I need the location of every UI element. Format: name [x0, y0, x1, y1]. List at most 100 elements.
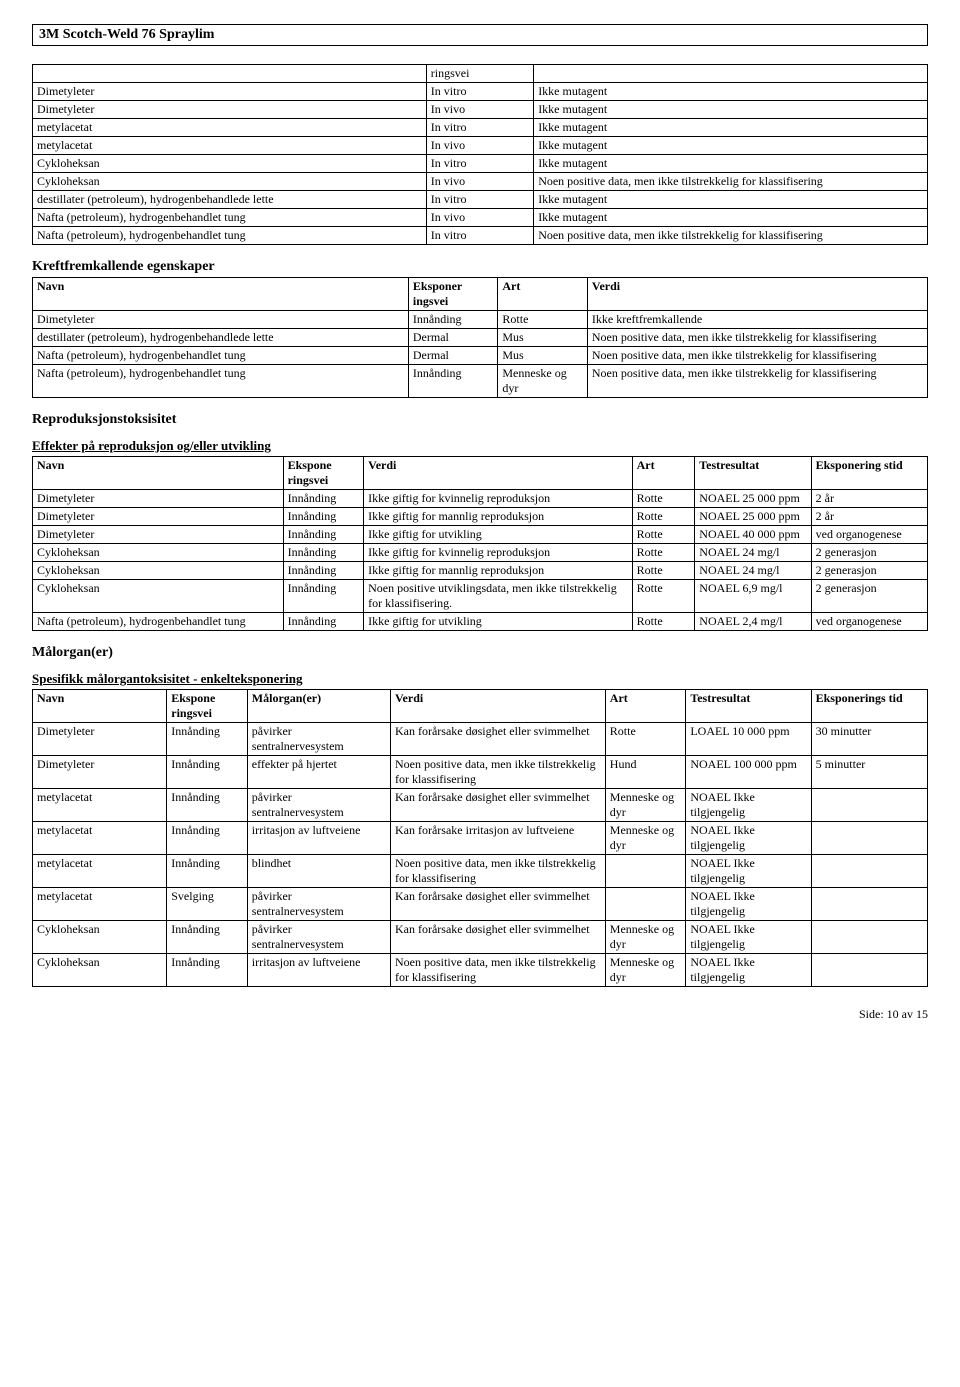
table-cell: Noen positive data, men ikke tilstrekkel…: [390, 954, 605, 987]
table-cell: Ikke mutagent: [534, 155, 928, 173]
table-row: CykloheksanIn vitroIkke mutagent: [33, 155, 928, 173]
table-cell: Ikke giftig for utvikling: [364, 526, 633, 544]
table-cell: Noen positive utviklingsdata, men ikke t…: [364, 580, 633, 613]
table-cell: Noen positive data, men ikke tilstrekkel…: [587, 347, 927, 365]
table-row: metylacetatInnåndingpåvirker sentralnerv…: [33, 789, 928, 822]
table-cell: NOAEL Ikke tilgjengelig: [686, 822, 811, 855]
subsection-target-organ: Spesifikk målorgantoksisitet - enkelteks…: [32, 671, 928, 687]
table-cell: Ikke mutagent: [534, 191, 928, 209]
table-cell: Nafta (petroleum), hydrogenbehandlet tun…: [33, 365, 409, 398]
table-cell: Menneske og dyr: [605, 822, 686, 855]
table-cell: Ikke mutagent: [534, 137, 928, 155]
table-cell: Svelging: [167, 888, 248, 921]
table-cell: Nafta (petroleum), hydrogenbehandlet tun…: [33, 613, 284, 631]
table-cell: metylacetat: [33, 888, 167, 921]
header-cell-empty: [33, 65, 427, 83]
table-cell: NOAEL Ikke tilgjengelig: [686, 954, 811, 987]
table-cell: Rotte: [498, 311, 588, 329]
table-header-row: ringsvei: [33, 65, 928, 83]
table-cell: Dimetyleter: [33, 723, 167, 756]
table-cell: NOAEL 40 000 ppm: [695, 526, 811, 544]
table-cell: [811, 888, 927, 921]
table-cell: Rotte: [632, 526, 695, 544]
table-cell: Kan forårsake døsighet eller svimmelhet: [390, 888, 605, 921]
table-cell: Noen positive data, men ikke tilstrekkel…: [534, 227, 928, 245]
table-cell: Kan forårsake døsighet eller svimmelhet: [390, 723, 605, 756]
table-row: DimetyleterIn vitroIkke mutagent: [33, 83, 928, 101]
table-cell: NOAEL 25 000 ppm: [695, 508, 811, 526]
table-cell: [811, 921, 927, 954]
table-cell: In vivo: [426, 173, 533, 191]
table-cell: [811, 789, 927, 822]
table-cell: Menneske og dyr: [605, 921, 686, 954]
column-header: Art: [605, 690, 686, 723]
table-cell: Dimetyleter: [33, 101, 427, 119]
table-cell: Ikke giftig for mannlig reproduksjon: [364, 508, 633, 526]
table-cell: In vitro: [426, 191, 533, 209]
table-cell: Noen positive data, men ikke tilstrekkel…: [390, 855, 605, 888]
table-cell: irritasjon av luftveiene: [247, 954, 390, 987]
table-cell: metylacetat: [33, 137, 427, 155]
table-row: DimetyleterInnåndingIkke giftig for utvi…: [33, 526, 928, 544]
table-cell: Rotte: [605, 723, 686, 756]
table-cell: Dimetyleter: [33, 508, 284, 526]
column-header: Testresultat: [695, 457, 811, 490]
column-header: Målorgan(er): [247, 690, 390, 723]
table-cell: påvirker sentralnervesystem: [247, 789, 390, 822]
table-cell: Innånding: [408, 365, 498, 398]
table-cell: Cykloheksan: [33, 173, 427, 191]
section-target-organ: Målorgan(er): [32, 645, 928, 661]
table-cell: Mus: [498, 329, 588, 347]
table-cell: Kan forårsake irritasjon av luftveiene: [390, 822, 605, 855]
table-header-row: NavnEkspone ringsveiMålorgan(er)VerdiArt…: [33, 690, 928, 723]
table-cell: påvirker sentralnervesystem: [247, 921, 390, 954]
table-cell: Noen positive data, men ikke tilstrekkel…: [587, 365, 927, 398]
section-carcinogenic: Kreftfremkallende egenskaper: [32, 259, 928, 275]
table-cell: metylacetat: [33, 855, 167, 888]
table-row: destillater (petroleum), hydrogenbehandl…: [33, 191, 928, 209]
table-cell: Cykloheksan: [33, 954, 167, 987]
table-cell: ved organogenese: [811, 613, 927, 631]
table-cell: Menneske og dyr: [605, 789, 686, 822]
table-cell: 2 år: [811, 490, 927, 508]
table-row: CykloheksanInnåndingNoen positive utvikl…: [33, 580, 928, 613]
table-cell: Noen positive data, men ikke tilstrekkel…: [587, 329, 927, 347]
table-cell: destillater (petroleum), hydrogenbehandl…: [33, 191, 427, 209]
table-row: CykloheksanInnåndingIkke giftig for mann…: [33, 562, 928, 580]
table-row: metylacetatInnåndingblindhetNoen positiv…: [33, 855, 928, 888]
table-cell: 2 generasjon: [811, 562, 927, 580]
table-cell: irritasjon av luftveiene: [247, 822, 390, 855]
table-cell: [605, 855, 686, 888]
table-cell: Rotte: [632, 544, 695, 562]
table-cell: [811, 855, 927, 888]
table-cell: Dimetyleter: [33, 490, 284, 508]
table-cell: [811, 822, 927, 855]
table-cell: Innånding: [283, 526, 364, 544]
table-cell: LOAEL 10 000 ppm: [686, 723, 811, 756]
table-cell: 2 generasjon: [811, 544, 927, 562]
table-cell: Noen positive data, men ikke tilstrekkel…: [390, 756, 605, 789]
target-organ-table: NavnEkspone ringsveiMålorgan(er)VerdiArt…: [32, 689, 928, 987]
table-cell: Innånding: [167, 822, 248, 855]
table-cell: blindhet: [247, 855, 390, 888]
table-cell: Dermal: [408, 347, 498, 365]
table-cell: In vivo: [426, 209, 533, 227]
table-cell: ved organogenese: [811, 526, 927, 544]
table-cell: 2 generasjon: [811, 580, 927, 613]
table-row: DimetyleterInnåndingeffekter på hjertetN…: [33, 756, 928, 789]
page-footer: Side: 10 av 15: [32, 1007, 928, 1022]
table-row: metylacetatIn vivoIkke mutagent: [33, 137, 928, 155]
table-cell: Innånding: [283, 613, 364, 631]
table-row: CykloheksanInnåndingIkke giftig for kvin…: [33, 544, 928, 562]
table-cell: NOAEL 25 000 ppm: [695, 490, 811, 508]
table-cell: In vivo: [426, 101, 533, 119]
table-cell: Noen positive data, men ikke tilstrekkel…: [534, 173, 928, 191]
table-cell: Innånding: [167, 954, 248, 987]
column-header: Eksponer ingsvei: [408, 278, 498, 311]
subsection-reproduction: Effekter på reproduksjon og/eller utvikl…: [32, 438, 928, 454]
table-row: CykloheksanInnåndingirritasjon av luftve…: [33, 954, 928, 987]
column-header: Verdi: [364, 457, 633, 490]
table-cell: In vitro: [426, 227, 533, 245]
table-row: DimetyleterInnåndingRotteIkke kreftfremk…: [33, 311, 928, 329]
table-cell: In vivo: [426, 137, 533, 155]
